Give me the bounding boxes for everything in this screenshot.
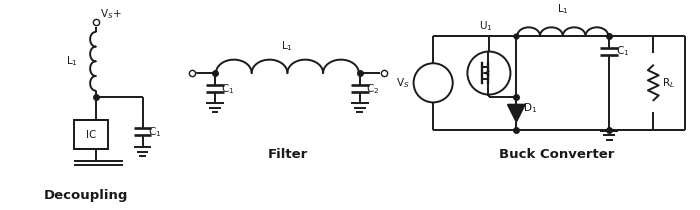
- Text: L$_1$: L$_1$: [66, 54, 78, 68]
- Text: IC: IC: [86, 130, 97, 140]
- Text: V$_S$: V$_S$: [396, 76, 410, 90]
- Text: U$_1$: U$_1$: [479, 19, 493, 33]
- Text: R$_L$: R$_L$: [662, 76, 675, 90]
- Text: C$_1$: C$_1$: [221, 82, 234, 96]
- Text: V$_S$+: V$_S$+: [99, 7, 121, 21]
- Text: L$_1$: L$_1$: [281, 40, 293, 54]
- Text: C$_1$: C$_1$: [616, 45, 629, 58]
- Text: Decoupling: Decoupling: [43, 189, 128, 202]
- Text: C$_2$: C$_2$: [365, 82, 379, 96]
- Text: L$_1$: L$_1$: [556, 3, 568, 16]
- Polygon shape: [508, 105, 525, 122]
- Bar: [74, 120, 108, 149]
- Text: D$_1$: D$_1$: [523, 102, 537, 115]
- Text: Filter: Filter: [268, 148, 308, 161]
- Text: Buck Converter: Buck Converter: [498, 148, 614, 161]
- Text: C$_1$: C$_1$: [148, 125, 162, 139]
